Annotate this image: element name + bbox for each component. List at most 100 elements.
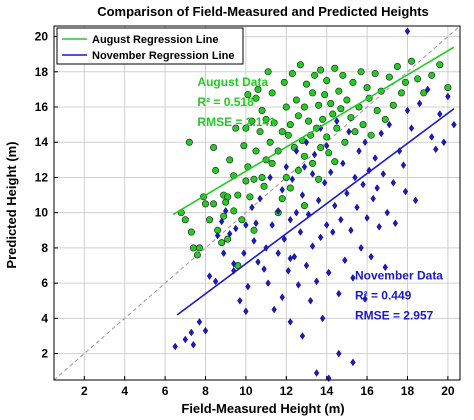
november-point [267,173,273,182]
november-point [196,318,203,326]
november-point [352,173,358,182]
november-point [332,201,338,210]
august-point [266,138,274,146]
august-point [210,200,218,208]
august-point [244,91,252,99]
august-point [414,75,422,83]
november-point [287,318,294,326]
november-point [356,147,362,155]
november-point [275,207,281,215]
y-tick-label: 10 [35,206,49,220]
november-point [311,150,318,159]
one-to-one-reference-line [53,25,461,381]
november-point [392,219,399,228]
august-point [337,105,345,113]
august-point [224,193,232,201]
august-point [230,207,238,215]
november-point [348,226,354,235]
august-point [323,77,331,85]
november-point [424,85,431,94]
november-point [342,256,348,265]
november-point [289,175,296,184]
november-point [358,244,364,252]
y-axis-label: Predicted Height (m) [4,141,19,268]
november-point [243,221,249,229]
august-point [282,173,290,181]
november-point [445,92,451,101]
y-tick-label: 14 [35,135,49,149]
august-point [232,124,240,132]
november-point [245,282,251,291]
august-point [256,128,264,136]
august-point [408,57,416,65]
y-tick-label: 4 [41,311,48,325]
august-point [288,70,296,78]
august-point [444,84,452,92]
august-point [381,115,389,123]
august-point [333,124,341,132]
november-point [433,145,439,154]
november-point [283,163,289,171]
august-point [282,103,290,111]
annotation-line: August Data [197,75,268,89]
y-tick-label: 6 [41,276,48,290]
august-point [300,202,308,210]
august-point [292,96,300,104]
november-point [295,281,302,289]
y-tick-label: 8 [41,241,48,255]
august-point [319,115,327,123]
august-point [302,80,310,88]
august-point [189,244,197,252]
august-point [286,184,294,192]
august-point [393,63,401,71]
november-point [299,191,306,199]
november-point [451,120,457,129]
august-point [317,144,325,152]
november-point [206,272,213,280]
august-point [187,228,195,236]
legend: August Regression Line November Regressio… [56,27,244,65]
november-point [255,258,261,266]
august-point [258,107,266,115]
november-point [279,185,285,194]
november-point [404,27,411,36]
august-point [309,89,317,97]
august-point [357,68,365,76]
november-point [241,249,247,258]
y-tick-label: 12 [35,170,49,184]
november-point [354,203,360,212]
november-point [324,141,330,150]
scatter-points [172,27,457,383]
november-point [362,295,368,303]
november-point [404,106,411,115]
november-point [172,342,178,351]
august-point [315,175,323,183]
august-point [268,89,276,97]
november-point [227,229,233,238]
november-point [253,219,259,228]
november-point [313,369,320,377]
november-point [437,110,443,118]
august-point [210,144,218,152]
november-point [334,117,340,125]
annotations: August Data R² = 0.518 RMSE = 2.141 Novembe… [197,75,443,323]
november-point [307,296,314,305]
august-point [347,114,355,122]
august-point [367,131,375,139]
august-point [331,158,339,166]
november-point [330,228,336,236]
august-point [428,71,436,79]
november-point [321,178,328,187]
august-point [254,85,262,93]
november-point [376,222,382,231]
august-point [234,191,242,199]
august-point [270,119,278,127]
august-point [359,121,367,129]
november-point [261,265,267,273]
november-point [243,307,249,316]
august-point [335,87,343,95]
august-point [296,61,304,69]
x-tick-label: 16 [360,384,374,398]
august-point [436,61,444,69]
